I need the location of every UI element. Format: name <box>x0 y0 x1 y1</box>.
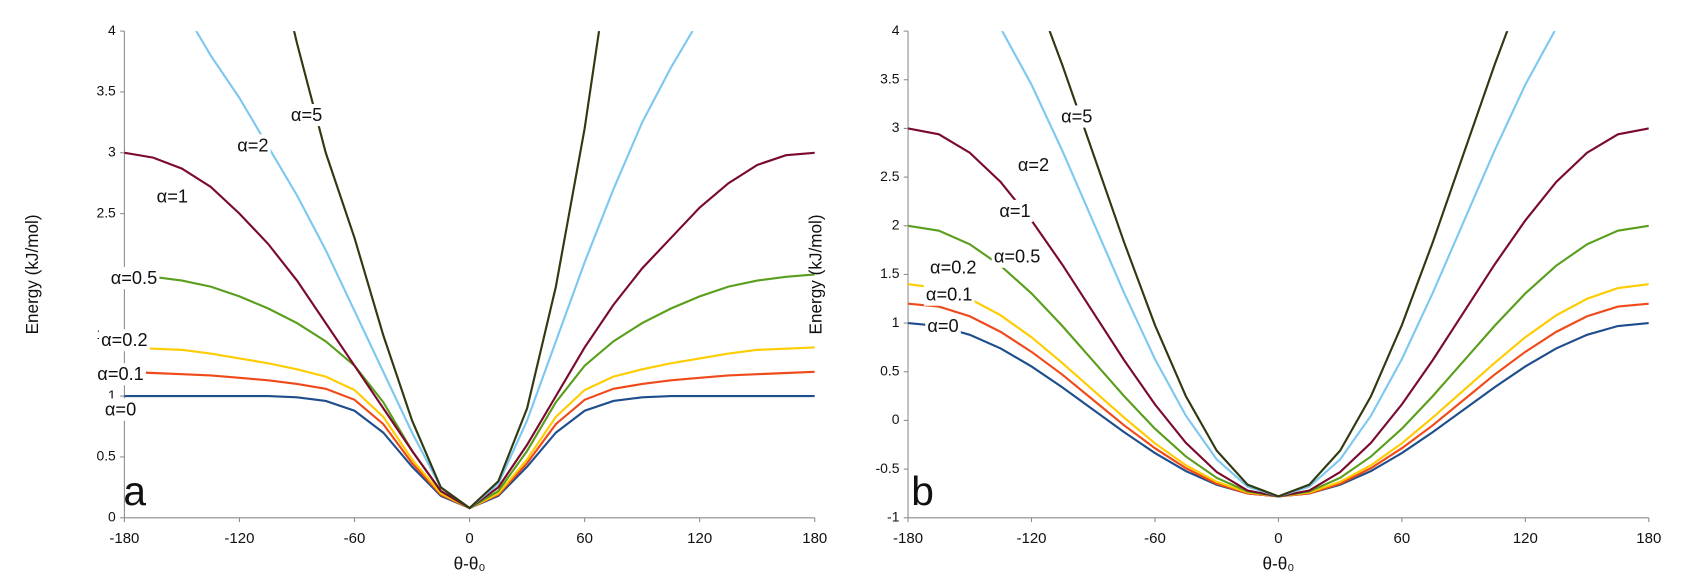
series-label: α=5 <box>291 105 322 125</box>
y-tick-label: 4 <box>108 22 116 38</box>
x-tick-label: -120 <box>1016 530 1046 547</box>
y-tick-label: 3 <box>108 143 116 159</box>
y-tick-label: 3 <box>892 119 900 135</box>
series-label-bg <box>102 398 139 421</box>
series-label-bg <box>154 185 191 208</box>
series-line <box>124 395 815 510</box>
series-line <box>124 370 815 510</box>
series-label-bg <box>1015 154 1052 177</box>
series-label-bg <box>288 104 325 127</box>
series-label: α=1 <box>157 187 188 207</box>
series-line <box>124 273 815 510</box>
series-line <box>293 31 601 510</box>
series-label-bg <box>991 245 1043 268</box>
series-line <box>908 127 1649 498</box>
series-label-bg <box>235 134 271 157</box>
y-tick-label: 0.5 <box>96 448 116 464</box>
series-label: α=0 <box>105 400 136 420</box>
x-tick-label: 180 <box>1636 530 1661 547</box>
series-line <box>195 31 694 510</box>
series-label: α=0 <box>927 316 958 336</box>
x-tick-label: -180 <box>893 530 923 547</box>
series-label-bg <box>1058 105 1095 128</box>
series-label: α=0.1 <box>926 285 973 305</box>
series-label: α=0.5 <box>994 247 1040 267</box>
y-tick-label: 1 <box>892 314 900 330</box>
series-label-bg <box>997 199 1033 223</box>
series-label: α=2 <box>1018 155 1049 175</box>
y-tick-label: -1 <box>887 508 900 524</box>
y-tick-label: 0 <box>108 508 116 524</box>
x-tick-label: 120 <box>687 530 712 547</box>
y-tick-label: 3.5 <box>880 70 900 86</box>
x-tick-label: 180 <box>802 530 827 547</box>
x-tick-label: -120 <box>224 530 254 547</box>
series-line <box>1048 31 1509 498</box>
panel-label: b <box>911 468 934 514</box>
panel-label: a <box>123 468 146 514</box>
y-axis-label: Energy (kJ/mol) <box>22 214 42 334</box>
series-label: α=0.1 <box>97 364 143 384</box>
series-label: α=0.2 <box>930 257 977 277</box>
series-line <box>908 322 1649 498</box>
x-tick-label: 60 <box>576 530 593 547</box>
y-tick-label: -0.5 <box>875 460 899 476</box>
x-tick-label: 0 <box>1274 530 1282 547</box>
series-line <box>908 302 1649 498</box>
series-line <box>908 283 1649 498</box>
series-label: α=2 <box>237 135 268 155</box>
x-axis-label: θ-θ₀ <box>454 553 486 573</box>
series-label-bg <box>95 363 146 386</box>
series-line <box>124 151 815 510</box>
series-label-bg <box>925 314 961 337</box>
y-tick-label: 1 <box>108 387 116 403</box>
x-tick-label: -180 <box>109 530 139 547</box>
y-tick-label: 2.5 <box>96 204 116 220</box>
series-label-bg <box>99 329 150 352</box>
y-tick-label: 0.5 <box>880 362 900 378</box>
series-label-bg <box>923 283 975 306</box>
y-tick-label: 2 <box>892 216 900 232</box>
y-tick-label: 1.5 <box>880 265 900 281</box>
y-axis-label: Energy (kJ/mol) <box>805 214 825 334</box>
y-tick-label: 3.5 <box>96 83 116 99</box>
series-label-bg <box>927 256 979 279</box>
x-tick-label: -60 <box>344 530 366 547</box>
series-label: α=5 <box>1061 107 1092 127</box>
series-label: α=1 <box>999 201 1030 221</box>
y-tick-label: 4 <box>892 22 900 38</box>
y-tick-label: 2.5 <box>880 168 900 184</box>
x-tick-label: 60 <box>1394 530 1411 547</box>
x-tick-label: -60 <box>1144 530 1166 547</box>
x-tick-label: 0 <box>465 530 473 547</box>
x-tick-label: 120 <box>1513 530 1538 547</box>
x-axis-label: θ-θ₀ <box>1262 553 1294 573</box>
series-line <box>124 346 815 510</box>
y-tick-label: 0 <box>892 411 900 427</box>
series-label-bg <box>108 267 160 290</box>
series-label: α=0.2 <box>101 330 147 350</box>
series-label: α=0.5 <box>111 268 157 288</box>
